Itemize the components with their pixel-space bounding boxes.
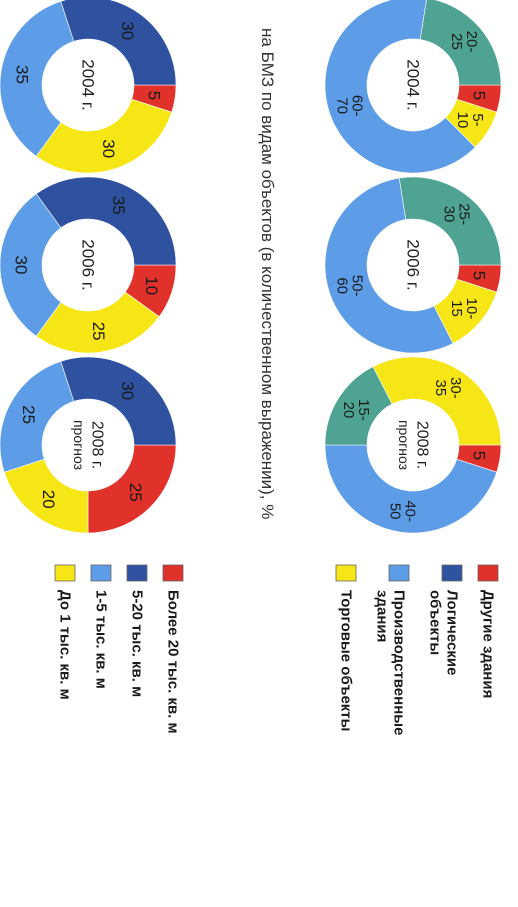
slice-label: 30 bbox=[441, 206, 458, 223]
slice-label: 5 bbox=[470, 271, 489, 280]
slice-label: 5 bbox=[470, 451, 489, 460]
legend-swatch bbox=[54, 564, 76, 582]
legend-item: До 1 тыс. кв. м bbox=[54, 564, 76, 700]
donut-slice bbox=[372, 356, 502, 446]
slice-label: 20 bbox=[39, 490, 58, 509]
legend-swatch bbox=[90, 564, 112, 582]
slice-label: 30 bbox=[99, 139, 118, 158]
slice-label: 25 bbox=[126, 483, 145, 502]
slice-label: 30 bbox=[118, 381, 137, 400]
legend-swatch bbox=[162, 564, 184, 582]
donut-slice bbox=[35, 98, 173, 174]
legend-label: Логические bbox=[444, 590, 461, 675]
legend-label: 1-5 тыс. кв. м bbox=[93, 590, 110, 689]
donut-chart-5: 5 10-15 50-60 25-30 2006 г. bbox=[324, 176, 502, 354]
donut-chart-4: 5 5-10 60-70 20-25 2004 г. bbox=[324, 0, 502, 174]
donut-center-label: прогноз bbox=[71, 420, 87, 470]
donut-chart-2: 10 25 30 35 2006 г. bbox=[0, 176, 177, 354]
legend-label: 5-20 тыс. кв. м bbox=[129, 590, 146, 697]
slice-label: 30 bbox=[12, 256, 31, 275]
slice-label: 25 bbox=[89, 322, 108, 341]
donut-center-label: 2004 г. bbox=[79, 59, 98, 110]
legend-item: Другие здания bbox=[477, 564, 499, 698]
slice-label: 5 bbox=[145, 91, 164, 100]
slice-label: 10- bbox=[463, 298, 480, 320]
slice-label: 35 bbox=[109, 196, 128, 215]
slice-label: 70 bbox=[333, 97, 350, 114]
slice-label: 30 bbox=[118, 21, 137, 40]
donut-group: 5 30 35 30 2004 г. 10 25 30 35 2006 г. 25 20 25 30 200… bbox=[0, 0, 502, 534]
slice-label: 25 bbox=[448, 33, 465, 50]
donut-slice bbox=[35, 176, 177, 266]
donut-slice bbox=[419, 0, 502, 86]
legend-item: Более 20 тыс. кв. м bbox=[162, 564, 184, 734]
legend-label: Торговые объекты bbox=[338, 590, 355, 731]
legend-swatch bbox=[388, 564, 410, 582]
legend-label: До 1 тыс. кв. м bbox=[57, 590, 74, 700]
legend-item: 1-5 тыс. кв. м bbox=[90, 564, 112, 689]
donut-center-label: 2006 г. bbox=[79, 239, 98, 290]
figure-caption: на БМЗ по видам объектов (в количественн… bbox=[258, 28, 277, 519]
donut-chart-3: 25 20 25 30 2008 г.прогноз bbox=[0, 356, 177, 534]
donut-slice bbox=[0, 0, 75, 157]
slice-label: 30- bbox=[447, 377, 464, 399]
legend-swatch bbox=[335, 564, 357, 582]
slice-label: 40- bbox=[402, 500, 419, 522]
slice-label: 10 bbox=[454, 112, 471, 129]
donut-chart-6: 5 40-50 15-20 30-35 2008 г.прогноз bbox=[324, 356, 502, 534]
slice-label: 35 bbox=[432, 380, 449, 397]
donut-center-label: 2006 г. bbox=[404, 239, 423, 290]
legend-top: Более 20 тыс. кв. м 5-20 тыс. кв. м 1-5 ты… bbox=[54, 564, 184, 734]
donut-chart-1: 5 30 35 30 2004 г. bbox=[0, 0, 177, 174]
donut-slice bbox=[324, 177, 454, 354]
donut-slice bbox=[60, 0, 177, 86]
slice-label: 25 bbox=[19, 405, 38, 424]
slice-label: 25- bbox=[456, 203, 473, 225]
legend-swatch bbox=[126, 564, 148, 582]
slice-label: 60 bbox=[333, 277, 350, 294]
donut-slice bbox=[398, 176, 502, 266]
slice-label: 50- bbox=[348, 275, 365, 297]
slice-label: 35 bbox=[12, 65, 31, 84]
slice-label: 5- bbox=[469, 113, 486, 126]
donut-center-label: 2008 г. bbox=[414, 421, 431, 469]
donut-slice bbox=[324, 444, 498, 534]
legend-label: Более 20 тыс. кв. м bbox=[165, 590, 182, 734]
donut-slice bbox=[324, 0, 476, 174]
slice-label: 15- bbox=[355, 399, 372, 421]
slice-label: 20 bbox=[340, 402, 357, 419]
legend-item: 5-20 тыс. кв. м bbox=[126, 564, 148, 697]
legend-label: здания bbox=[374, 590, 391, 642]
donut-center-label: прогноз bbox=[396, 420, 412, 470]
donut-slice bbox=[87, 444, 177, 534]
slice-label: 15 bbox=[448, 300, 465, 317]
donut-center-label: 2008 г. bbox=[89, 421, 106, 469]
donut-slice bbox=[35, 291, 160, 354]
legend-label: Производственные bbox=[391, 590, 408, 735]
legend-swatch bbox=[441, 564, 463, 582]
legend-item: Торговые объекты bbox=[335, 564, 357, 731]
legend-swatch bbox=[477, 564, 499, 582]
slice-label: 10 bbox=[142, 276, 161, 295]
legend-label: объекты bbox=[427, 590, 444, 655]
slice-label: 5 bbox=[470, 91, 489, 100]
donut-center-label: 2004 г. bbox=[404, 59, 423, 110]
donut-slice bbox=[0, 360, 75, 473]
donut-slice bbox=[60, 356, 177, 446]
slice-label: 20- bbox=[463, 31, 480, 53]
slice-label: 50 bbox=[387, 503, 404, 520]
donut-slice bbox=[0, 193, 62, 337]
slice-label: 60- bbox=[348, 95, 365, 117]
legend-label: Другие здания bbox=[480, 590, 497, 698]
